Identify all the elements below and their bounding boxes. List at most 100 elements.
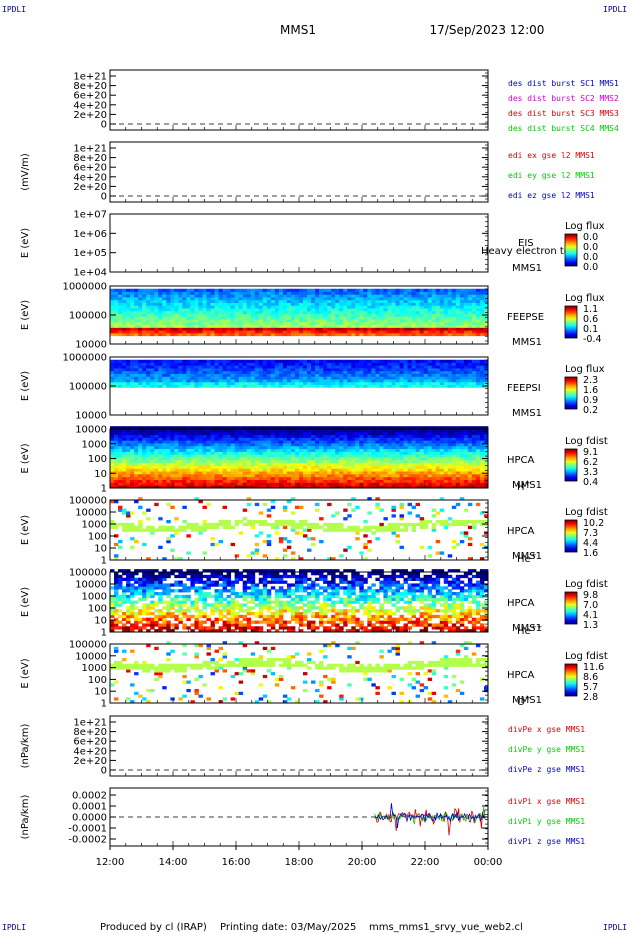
spectrogram-pixel [234,319,240,323]
spectrogram-pixel [339,429,344,433]
spectrogram-pixel [146,440,151,444]
spectrogram-pixel [343,465,348,469]
spectrogram-pixel [343,473,348,478]
spectrogram-pixel [150,437,155,441]
spectrogram-pixel [294,362,300,366]
spectrogram-pixel [379,451,384,455]
spectrogram-pixel [154,302,159,306]
spectrogram-pixel [210,440,215,444]
spectrogram-pixel [411,457,417,461]
spectrogram-pixel [138,454,143,458]
spectrogram-pixel [335,459,340,464]
spectrogram-pixel [266,376,272,380]
spectrogram-pixel [367,384,372,388]
spectrogram-pixel [395,451,400,455]
spectrogram-pixel [242,479,248,483]
spectrogram-pixel [375,462,380,466]
spectrogram-pixel [335,321,340,326]
spectrogram-pixel [475,288,481,292]
spectrogram-pixel [186,451,191,455]
spectrogram-pixel [319,362,324,366]
spectrogram-pixel [190,462,195,466]
spectrogram-pixel [439,434,445,438]
spectrogram-pixel [286,479,292,483]
spectrogram-pixel [162,332,167,337]
spectrogram-pixel [266,316,272,320]
spectrogram-pixel [439,462,445,466]
spectrogram-pixel [114,471,119,475]
spectrogram-pixel [126,473,131,478]
spectrogram-pixel [367,448,372,452]
spectrogram-pixel [214,468,219,472]
spectrogram-pixel [146,462,151,466]
spectrogram-pixel [282,471,288,475]
spectrogram-pixel [475,482,481,486]
spectrogram-pixel [323,384,328,388]
spectrogram-pixel [234,434,240,438]
spectrogram-pixel [118,313,123,317]
spectrogram-pixel [234,332,240,337]
spectrogram-pixel [266,288,272,292]
spectrogram-pixel [190,299,195,303]
spectrogram-pixel [194,445,199,450]
spectrogram-pixel [307,362,312,366]
spectrogram-pixel [230,426,236,430]
spectrogram-pixel [254,297,260,301]
spectrogram-pixel [415,302,421,306]
spectrogram-pixel [431,365,437,369]
spectrogram-pixel [359,362,364,366]
spectrogram-pixel [142,431,147,436]
spectrogram-pixel [375,426,380,430]
spectrogram-pixel [234,365,240,369]
spectrogram-pixel [294,291,300,295]
spectrogram-pixel [150,330,155,334]
spectrogram-pixel [274,437,280,441]
spectrogram-pixel [186,327,191,331]
spectrogram-pixel [254,359,260,363]
spectrogram-pixel [250,445,256,450]
colorbar-tick-label: 9.1 [583,447,598,458]
spectrogram-pixel [455,332,461,337]
spectrogram-pixel [471,368,477,372]
spectrogram-pixel [194,362,199,366]
spectrogram-pixel [371,440,376,444]
spectrogram-pixel [351,365,356,369]
spectrogram-pixel [274,359,280,363]
spectrogram-pixel [427,468,433,472]
spectrogram-pixel [439,379,445,383]
spectrogram-pixel [278,365,284,369]
spectrogram-pixel [459,330,465,334]
spectrogram-pixel [303,482,308,486]
spectrogram-pixel [274,454,280,458]
spectrogram-pixel [194,305,199,309]
spectrogram-pixel [455,429,461,433]
spectrogram-pixel [118,440,123,444]
spectrogram-pixel [459,368,465,372]
spectrogram-pixel [130,479,135,483]
spectrogram-pixel [286,379,292,383]
spectrogram-pixel [138,384,143,388]
spectrogram-pixel [355,332,360,337]
spectrogram-pixel [375,468,380,472]
spectrogram-pixel [290,445,296,450]
spectrogram-pixel [343,327,348,331]
spectrogram-pixel [262,376,268,380]
spectrogram-pixel [415,476,421,480]
spectrogram-pixel [118,368,123,372]
spectrogram-pixel [451,426,457,430]
spectrogram-pixel [319,299,324,303]
spectrogram-pixel [282,316,288,320]
spectrogram-pixel [114,316,119,320]
spectrogram-pixel [190,440,195,444]
spectrogram-pixel [315,297,320,301]
spectrogram-pixel [359,445,364,450]
spectrogram-pixel [130,443,135,447]
spectrogram-pixel [258,431,264,436]
spectrogram-pixel [395,448,400,452]
spectrogram-pixel [403,313,408,317]
spectrogram-pixel [439,362,445,366]
spectrogram-pixel [250,332,256,337]
spectrogram-pixel [307,473,312,478]
spectrogram-pixel [122,294,127,298]
